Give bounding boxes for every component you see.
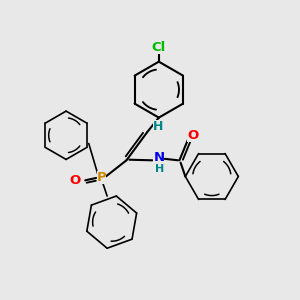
- Text: O: O: [70, 174, 81, 187]
- Text: Cl: Cl: [152, 41, 166, 54]
- Text: N: N: [153, 152, 164, 164]
- Text: H: H: [155, 164, 164, 173]
- Text: P: P: [97, 172, 106, 184]
- Text: O: O: [187, 129, 198, 142]
- Text: H: H: [153, 120, 164, 133]
